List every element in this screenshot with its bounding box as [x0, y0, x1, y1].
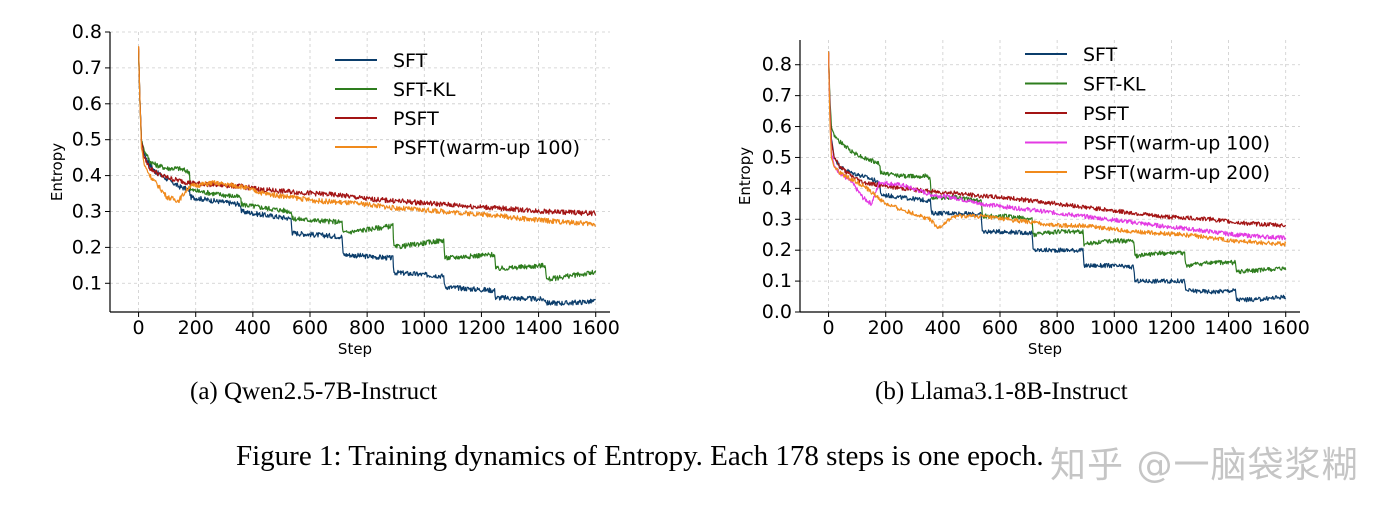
- series-line-sft-kl: [138, 50, 597, 282]
- y-tick-label: 0.2: [762, 239, 792, 261]
- y-tick-label: 0.6: [762, 116, 792, 138]
- legend-label: SFT: [1083, 44, 1118, 66]
- x-tick-label: 600: [982, 317, 1018, 339]
- legend-label: PSFT(warm-up 100): [1083, 133, 1270, 155]
- grid: [110, 31, 610, 312]
- y-tick-label: 0.0: [762, 301, 792, 323]
- x-tick-label: 1000: [1090, 317, 1138, 339]
- series-line-psft: [828, 52, 1287, 228]
- watermark: 知乎 @一脑袋浆糊: [1050, 445, 1359, 486]
- x-axis-label: Step: [338, 340, 372, 358]
- subcaption-b: (b) Llama3.1-8B-Instruct: [875, 378, 1128, 405]
- y-tick-label: 0.3: [762, 208, 792, 230]
- legend-label: SFT: [393, 50, 428, 72]
- chart-a: 0 200 400 600 800 1000 1200 1400 1600 0.1 0.2 0.3 0.…: [48, 21, 620, 358]
- x-tick-label: 800: [1039, 317, 1075, 339]
- x-tick-label: 800: [349, 317, 385, 339]
- x-tick-label: 0: [133, 317, 145, 339]
- y-tick-label: 0.4: [762, 177, 792, 199]
- x-tick-label: 1400: [1204, 317, 1252, 339]
- series-line-psft-warm-up-100-: [828, 52, 1287, 241]
- x-tick-label: 1200: [457, 317, 505, 339]
- legend-label: PSFT(warm-up 200): [1083, 162, 1270, 184]
- subcaption-a: (a) Qwen2.5-7B-Instruct: [190, 378, 438, 405]
- y-tick-label: 0.7: [762, 85, 792, 107]
- y-tick-label: 0.5: [72, 129, 102, 151]
- x-tick-label: 1400: [514, 317, 562, 339]
- legend-label: PSFT(warm-up 100): [393, 137, 580, 159]
- legend-label: SFT-KL: [393, 79, 456, 101]
- series-line-sft: [828, 51, 1287, 303]
- x-tick-label: 1200: [1147, 317, 1195, 339]
- legend: SFT SFT-KL PSFT PSFT(warm-up 100): [335, 50, 580, 159]
- x-tick-label: 200: [178, 317, 214, 339]
- y-tick-label: 0.1: [762, 270, 792, 292]
- legend: SFT SFT-KL PSFT PSFT(warm-up 100) PSFT(warm-…: [1025, 44, 1270, 184]
- legend-label: SFT-KL: [1083, 74, 1146, 96]
- legend-label: PSFT: [1083, 103, 1129, 125]
- legend-label: PSFT: [393, 108, 439, 130]
- x-tick-label: 400: [925, 317, 961, 339]
- series-line-sft-kl: [828, 53, 1287, 275]
- y-tick-label: 0.2: [72, 236, 102, 258]
- x-tick-label: 400: [235, 317, 271, 339]
- x-axis-label: Step: [1028, 340, 1062, 358]
- x-tick-label: 1600: [572, 317, 620, 339]
- x-tick-label: 1000: [400, 317, 448, 339]
- series-group: [138, 46, 597, 307]
- series-line-psft-warm-up-100-: [138, 46, 597, 227]
- series-line-psft-warm-up-200-: [828, 51, 1287, 247]
- y-tick-label: 0.5: [762, 146, 792, 168]
- y-tick-label: 0.1: [72, 272, 102, 294]
- y-axis-label: Entropy: [48, 143, 66, 201]
- y-tick-label: 0.8: [762, 54, 792, 76]
- y-tick-label: 0.3: [72, 200, 102, 222]
- series-line-sft: [138, 48, 596, 307]
- y-tick-label: 0.6: [72, 93, 102, 115]
- series-group: [828, 51, 1287, 303]
- x-tick-label: 1600: [1262, 317, 1310, 339]
- figure-caption: Figure 1: Training dynamics of Entropy. …: [236, 440, 1044, 472]
- y-tick-label: 0.7: [72, 57, 102, 79]
- y-tick-label: 0.8: [72, 21, 102, 43]
- x-tick-label: 600: [292, 317, 328, 339]
- x-tick-label: 200: [868, 317, 904, 339]
- y-tick-label: 0.4: [72, 165, 102, 187]
- y-axis-label: Entropy: [736, 147, 754, 205]
- chart-b: 0 200 400 600 800 1000 1200 1400 1600 0.0 0.1 0.2 0.…: [736, 40, 1310, 358]
- x-tick-label: 0: [823, 317, 835, 339]
